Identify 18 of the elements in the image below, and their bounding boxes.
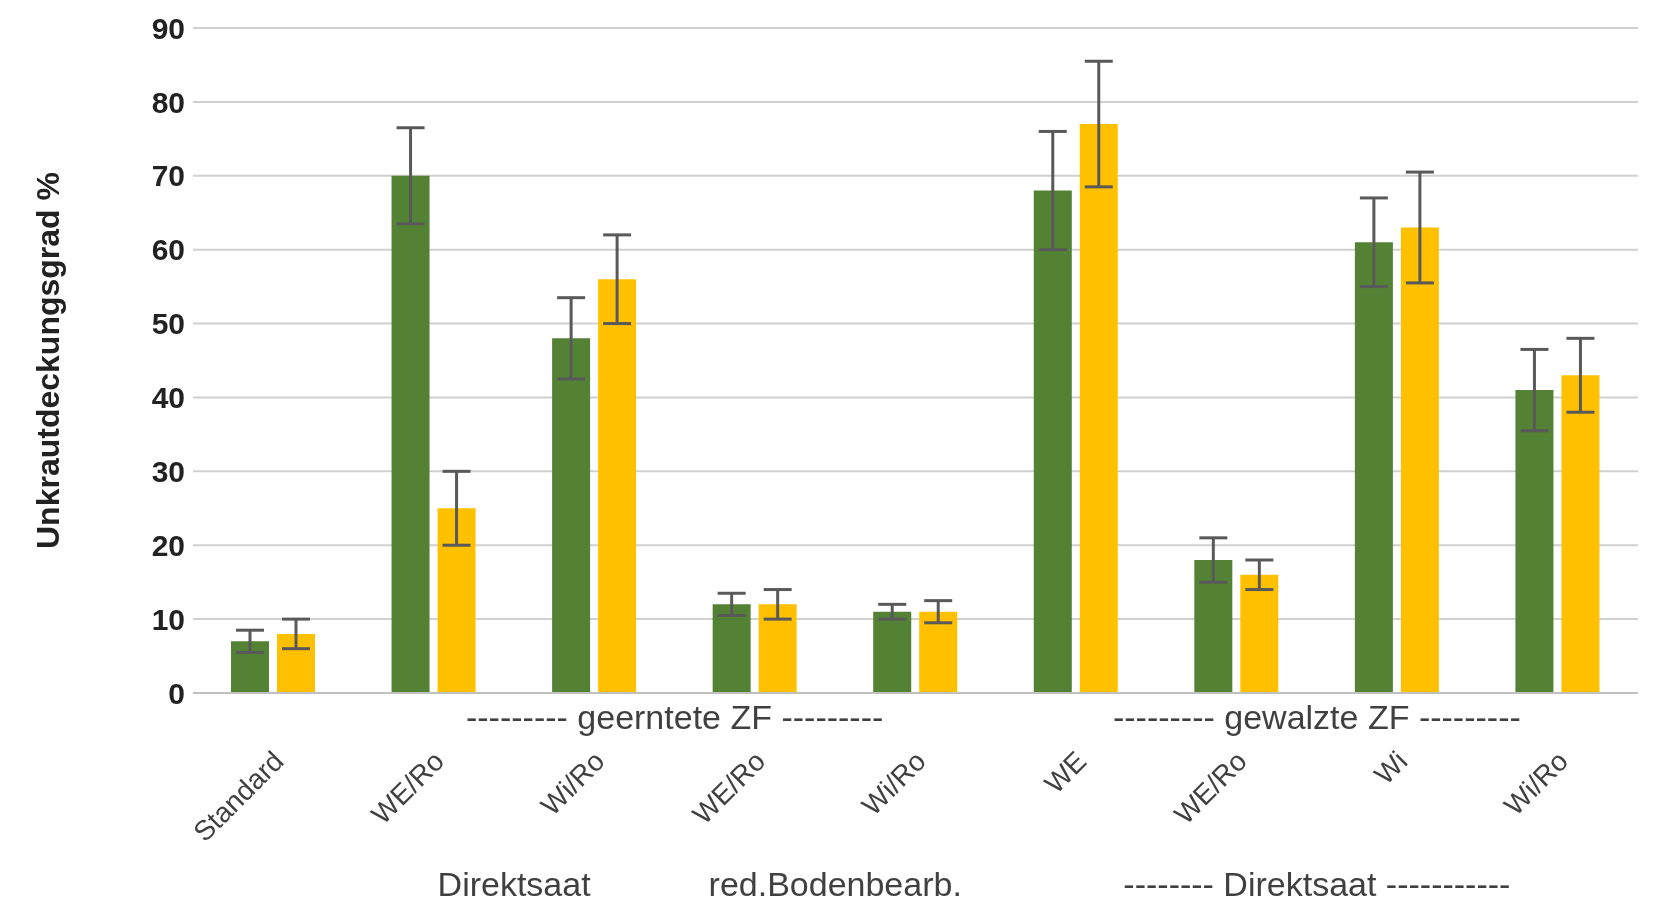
y-tick-label: 60: [151, 233, 185, 267]
text: Direktsaat: [437, 864, 591, 904]
y-tick-label: 80: [151, 85, 185, 119]
y-tick-label: 90: [151, 11, 185, 45]
x-tick-label: WE: [1038, 745, 1093, 800]
y-tick-label: 50: [151, 307, 185, 341]
x-tick-label: Wi: [1368, 745, 1414, 791]
y-tick-label: 70: [151, 159, 185, 193]
y-axis-title: Unkrautdeckungsgrad %: [30, 172, 67, 549]
text: red.Bodenbearb.: [708, 864, 962, 904]
y-tick-label: 30: [151, 454, 185, 488]
y-tick-label: 40: [151, 381, 185, 415]
text: --------- gewalzte ZF ---------: [1112, 697, 1521, 737]
text: -------- Direktsaat -----------: [1123, 864, 1511, 904]
text: --------- geerntete ZF ---------: [465, 697, 884, 737]
y-tick-label: 10: [151, 602, 185, 636]
y-tick-label: 20: [151, 528, 185, 562]
y-tick-label: 0: [168, 676, 185, 710]
